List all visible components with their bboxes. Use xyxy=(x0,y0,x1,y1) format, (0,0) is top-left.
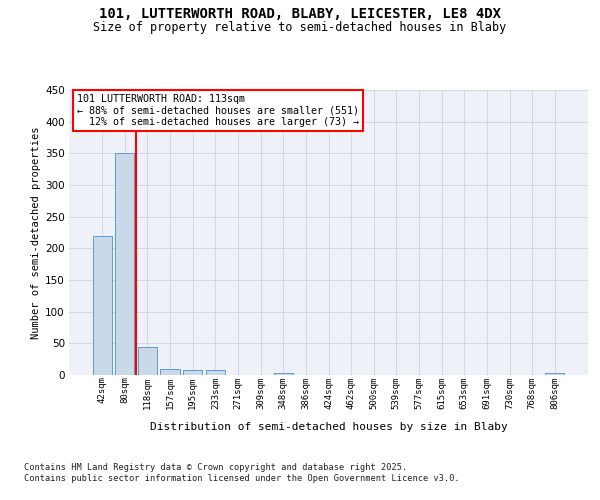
Text: Contains HM Land Registry data © Crown copyright and database right 2025.: Contains HM Land Registry data © Crown c… xyxy=(24,462,407,471)
Bar xyxy=(138,346,157,375)
Bar xyxy=(92,236,112,375)
Y-axis label: Number of semi-detached properties: Number of semi-detached properties xyxy=(31,126,41,339)
Bar xyxy=(183,370,202,375)
Bar xyxy=(545,373,565,375)
Text: Distribution of semi-detached houses by size in Blaby: Distribution of semi-detached houses by … xyxy=(150,422,508,432)
Text: Size of property relative to semi-detached houses in Blaby: Size of property relative to semi-detach… xyxy=(94,21,506,34)
Text: 101, LUTTERWORTH ROAD, BLABY, LEICESTER, LE8 4DX: 101, LUTTERWORTH ROAD, BLABY, LEICESTER,… xyxy=(99,8,501,22)
Bar xyxy=(115,154,134,375)
Bar xyxy=(274,373,293,375)
Text: Contains public sector information licensed under the Open Government Licence v3: Contains public sector information licen… xyxy=(24,474,460,483)
Text: 101 LUTTERWORTH ROAD: 113sqm
← 88% of semi-detached houses are smaller (551)
  1: 101 LUTTERWORTH ROAD: 113sqm ← 88% of se… xyxy=(77,94,359,128)
Bar xyxy=(160,368,180,375)
Bar xyxy=(206,370,225,375)
